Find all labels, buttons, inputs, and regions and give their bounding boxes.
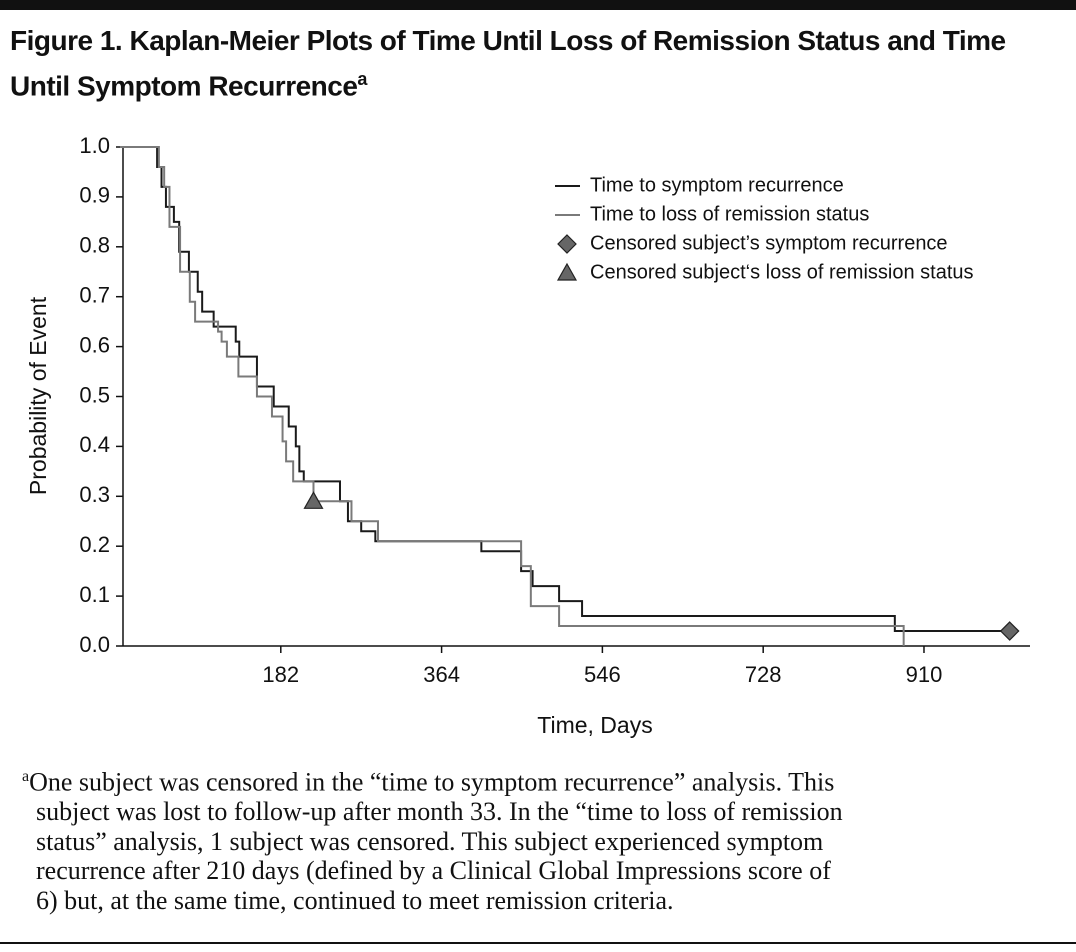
footnote-marker: a: [22, 768, 30, 785]
y-tick-label: 0.0: [79, 632, 110, 657]
x-tick-label: 728: [745, 662, 782, 687]
y-tick-label: 0.5: [79, 382, 110, 407]
x-tick-label: 546: [584, 662, 621, 687]
bottom-rule: [0, 942, 1076, 944]
y-axis-label: Probability of Event: [25, 296, 51, 495]
y-tick-label: 0.1: [79, 582, 110, 607]
x-axis-label: Time, Days: [537, 712, 652, 738]
footnote-text: recurrence after 210 days (defined by a …: [36, 856, 831, 886]
footnote: aOne subject was censored in the “time t…: [22, 762, 1062, 915]
y-tick-label: 1.0: [79, 133, 110, 158]
footnote-text: subject was lost to follow-up after mont…: [36, 797, 843, 827]
top-rule: [0, 0, 1076, 10]
y-tick-label: 0.7: [79, 283, 110, 308]
y-tick-label: 0.3: [79, 482, 110, 507]
footnote-text: One subject was censored in the “time to…: [29, 767, 835, 797]
y-tick-label: 0.2: [79, 532, 110, 557]
survival-line: [120, 146, 1010, 633]
footnote-line: status” analysis, 1 subject was censored…: [22, 827, 1062, 857]
legend-swatch: [557, 234, 577, 254]
x-tick-label: 182: [262, 662, 299, 687]
survival-line: [120, 146, 905, 646]
footnote-line: subject was lost to follow-up after mont…: [22, 797, 1062, 827]
title-note-marker: a: [357, 69, 367, 89]
y-tick-label: 0.6: [79, 332, 110, 357]
footnote-line: aOne subject was censored in the “time t…: [22, 762, 1062, 797]
y-tick-label: 0.9: [79, 183, 110, 208]
footnote-line: 6) but, at the same time, continued to m…: [22, 886, 1062, 916]
x-tick-label: 910: [906, 662, 943, 687]
legend-label: Time to symptom recurrence: [590, 174, 844, 196]
legend-label: Censored subject‘s loss of remission sta…: [590, 261, 974, 283]
footnote-line: recurrence after 210 days (defined by a …: [22, 856, 1062, 886]
footnote-text: 6) but, at the same time, continued to m…: [36, 885, 674, 915]
legend-label: Time to loss of remission status: [590, 203, 869, 225]
censor-marker: [303, 491, 324, 509]
legend-label: Censored subject’s symptom recurrence: [590, 232, 948, 254]
x-tick-label: 364: [423, 662, 460, 687]
chart-title: Figure 1. Kaplan-Meier Plots of Time Unt…: [10, 25, 1006, 102]
footnote-text: status” analysis, 1 subject was censored…: [36, 826, 824, 856]
chart-title-block: Figure 1. Kaplan-Meier Plots of Time Unt…: [10, 22, 1010, 105]
y-tick-label: 0.8: [79, 233, 110, 258]
legend-swatch: [556, 262, 578, 281]
y-tick-label: 0.4: [79, 432, 110, 457]
censor-marker: [999, 621, 1020, 641]
